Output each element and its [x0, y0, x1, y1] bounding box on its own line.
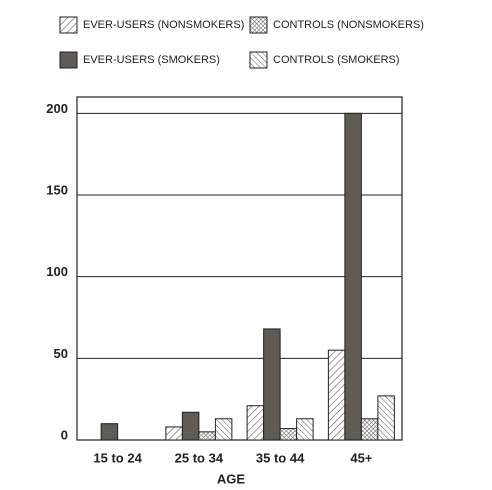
- x-tick-label: 35 to 44: [256, 450, 305, 465]
- legend-swatch: [249, 16, 268, 34]
- legend-label: EVER-USERS (SMOKERS): [83, 54, 220, 66]
- bar: [344, 112, 362, 441]
- bar: [327, 349, 346, 441]
- y-tick-label: 150: [46, 182, 68, 197]
- legend-label: CONTROLS (NONSMOKERS): [273, 19, 424, 31]
- x-axis-label: AGE: [217, 471, 246, 486]
- bar: [181, 411, 200, 441]
- bar: [263, 328, 281, 441]
- bar: [246, 405, 265, 441]
- y-tick-label: 0: [61, 427, 68, 442]
- legend-label: CONTROLS (SMOKERS): [273, 54, 400, 66]
- x-tick-label: 45+: [350, 450, 372, 465]
- bar: [214, 418, 233, 441]
- y-tick-label: 200: [46, 101, 68, 116]
- legend-swatch: [249, 51, 268, 69]
- bar: [279, 428, 298, 441]
- y-tick-label: 100: [46, 264, 68, 279]
- x-tick-label: 25 to 34: [175, 450, 224, 465]
- legend-swatch: [59, 51, 78, 69]
- y-tick-label: 50: [54, 346, 68, 361]
- legend-swatch: [59, 16, 78, 34]
- bar: [165, 426, 183, 441]
- bar: [100, 423, 119, 441]
- legend-label: EVER-USERS (NONSMOKERS): [83, 19, 244, 31]
- plot-frame: [76, 96, 403, 441]
- bar: [198, 431, 216, 441]
- bar: [296, 418, 314, 441]
- bar: [377, 395, 395, 441]
- x-tick-label: 15 to 24: [93, 450, 142, 465]
- bar: [360, 418, 379, 441]
